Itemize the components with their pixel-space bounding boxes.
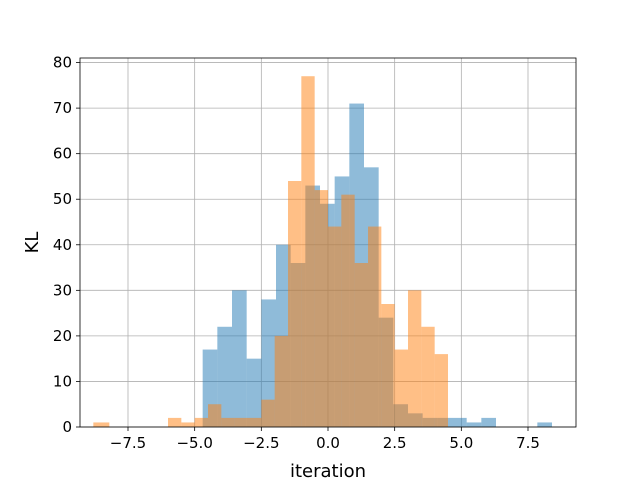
x-tick-label: −7.5 <box>110 434 146 452</box>
histogram-bar-series-1 <box>481 417 496 427</box>
histogram-bar-series-2 <box>93 422 110 427</box>
histogram-bar-series-2 <box>394 349 408 427</box>
histogram-bar-series-1 <box>217 326 232 427</box>
histogram-bar-series-2 <box>341 194 355 427</box>
histogram-bar-series-2 <box>181 422 195 427</box>
histogram-bar-series-1 <box>232 290 247 427</box>
y-tick-label: 50 <box>53 190 72 208</box>
histogram-bar-series-1 <box>261 299 276 427</box>
histogram-bar-series-1 <box>452 417 467 427</box>
x-tick-label: 2.5 <box>383 434 407 452</box>
y-tick-label: 60 <box>53 145 72 163</box>
histogram-bars <box>93 76 552 428</box>
histogram-bar-series-2 <box>408 290 422 427</box>
x-tick-label: 0.0 <box>316 434 340 452</box>
x-tick-label: 7.5 <box>516 434 540 452</box>
y-tick-label: 20 <box>53 327 72 345</box>
histogram-bar-series-2 <box>221 417 235 427</box>
histogram-bar-series-2 <box>434 354 448 427</box>
histogram-bar-series-2 <box>208 404 222 427</box>
histogram-bar-series-2 <box>274 335 288 427</box>
y-tick-label: 70 <box>53 99 72 117</box>
y-tick-label: 80 <box>53 54 72 72</box>
histogram-bar-series-2 <box>368 226 382 427</box>
x-tick-label: 5.0 <box>449 434 473 452</box>
y-tick-label: 30 <box>53 281 72 299</box>
histogram-bar-series-2 <box>248 417 262 427</box>
y-tick-label: 0 <box>62 418 72 436</box>
x-axis-label: iteration <box>290 461 366 480</box>
histogram-bar-series-2 <box>301 76 315 427</box>
histogram-bar-series-1 <box>466 422 482 427</box>
axis-ticks: −7.5 −5.0 −2.5 0.0 2.5 5.0 7.5 0 10 20 30 40 50 60 70 8… <box>53 54 540 452</box>
y-axis-label: KL <box>22 232 43 254</box>
histogram-bar-series-2 <box>261 399 275 427</box>
y-tick-label: 10 <box>53 372 72 390</box>
histogram-bar-series-1 <box>246 358 262 427</box>
histogram-bar-series-2 <box>328 226 342 427</box>
histogram-bar-series-2 <box>168 417 182 427</box>
y-tick-label: 40 <box>53 236 72 254</box>
histogram-bar-series-2 <box>288 181 302 427</box>
histogram-bar-series-2 <box>354 263 368 427</box>
histogram-bar-series-2 <box>421 326 435 427</box>
histogram-bar-series-2 <box>234 417 248 427</box>
x-tick-label: −2.5 <box>243 434 279 452</box>
histogram-bar-series-2 <box>194 417 208 427</box>
histogram-bar-series-1 <box>537 422 552 427</box>
x-tick-label: −5.0 <box>176 434 212 452</box>
histogram-bar-series-2 <box>314 190 328 427</box>
histogram-bar-series-2 <box>381 304 395 427</box>
